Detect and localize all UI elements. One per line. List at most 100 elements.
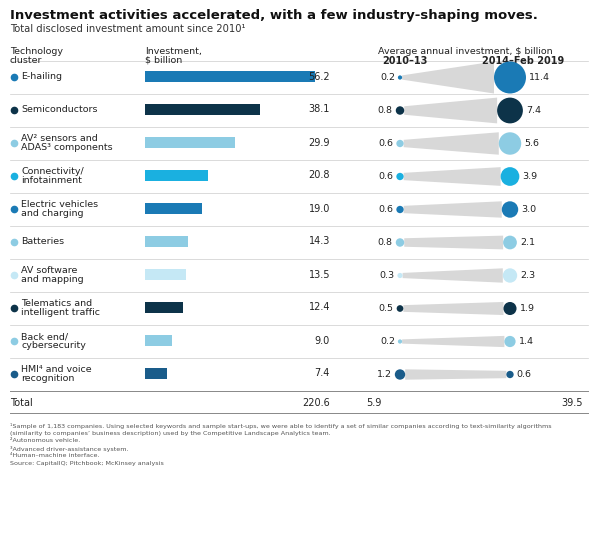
Circle shape [396,173,403,180]
Text: cluster: cluster [10,56,42,65]
Polygon shape [405,369,507,379]
Text: 38.1: 38.1 [309,105,330,114]
Text: Investment activities accelerated, with a few industry-shaping moves.: Investment activities accelerated, with … [10,9,538,22]
Polygon shape [402,336,504,347]
Text: 2010–13: 2010–13 [382,56,427,66]
Text: 7.4: 7.4 [315,369,330,378]
Bar [145,137,235,148]
Circle shape [502,201,518,218]
Text: 13.5: 13.5 [309,270,330,280]
Text: ¹Sample of 1,183 companies. Using selected keywords and sample start-ups, we wer: ¹Sample of 1,183 companies. Using select… [10,423,552,429]
Bar [145,368,167,379]
Text: 9.0: 9.0 [315,335,330,345]
Text: 2014–Feb 2019: 2014–Feb 2019 [482,56,564,66]
Circle shape [504,336,516,347]
Circle shape [494,61,526,93]
Text: 2.3: 2.3 [520,271,535,280]
Circle shape [507,371,514,378]
Text: 0.3: 0.3 [379,271,395,280]
Text: 3.9: 3.9 [522,172,538,181]
Bar [145,104,260,115]
Text: 0.6: 0.6 [378,205,393,214]
Text: 220.6: 220.6 [302,398,330,408]
Text: Semiconductors: Semiconductors [21,105,98,114]
Text: Total: Total [10,398,33,408]
Text: 1.4: 1.4 [519,337,533,346]
Bar [145,269,186,280]
Polygon shape [402,61,494,93]
Text: 2.1: 2.1 [520,238,535,247]
Circle shape [499,132,522,155]
Text: 0.2: 0.2 [380,73,395,82]
Text: infotainment: infotainment [21,176,82,185]
Polygon shape [402,268,503,282]
Polygon shape [403,167,501,186]
Text: Electric vehicles: Electric vehicles [21,200,98,209]
Circle shape [501,167,519,186]
Text: 5.6: 5.6 [524,139,539,148]
Circle shape [396,106,404,115]
Text: ⁴Human–machine interface.: ⁴Human–machine interface. [10,453,100,458]
Polygon shape [403,132,499,155]
Text: cybersecurity: cybersecurity [21,341,86,350]
Text: 0.6: 0.6 [378,172,393,181]
Circle shape [398,75,402,80]
Text: 0.2: 0.2 [380,337,395,346]
Text: and charging: and charging [21,209,83,218]
Text: 14.3: 14.3 [309,237,330,246]
Circle shape [504,302,517,315]
Circle shape [398,340,402,344]
Text: AV² sensors and: AV² sensors and [21,134,98,143]
Circle shape [396,206,403,213]
Text: ³Advanced driver-assistance system.: ³Advanced driver-assistance system. [10,446,129,452]
Text: Telematics and: Telematics and [21,299,92,308]
Text: intelligent traffic: intelligent traffic [21,308,100,317]
Polygon shape [403,201,502,218]
Bar [145,335,172,346]
Text: 0.5: 0.5 [378,304,393,313]
Polygon shape [403,302,504,315]
Circle shape [395,369,405,379]
Circle shape [396,238,404,247]
Text: 1.9: 1.9 [520,304,535,313]
Bar [145,236,188,247]
Text: recognition: recognition [21,374,74,383]
Text: ²Autonomous vehicle.: ²Autonomous vehicle. [10,438,80,443]
Text: Source: CapitalIQ; Pitchbook; McKinsey analysis: Source: CapitalIQ; Pitchbook; McKinsey a… [10,460,164,466]
Text: Connectivity/: Connectivity/ [21,167,84,176]
Bar [145,302,182,313]
Text: 5.9: 5.9 [367,398,382,408]
Text: 0.6: 0.6 [517,370,532,379]
Text: $ billion: $ billion [145,56,182,65]
Text: Total disclosed investment amount since 2010¹: Total disclosed investment amount since … [10,24,246,34]
Text: AV software: AV software [21,266,77,275]
Circle shape [398,273,402,278]
Text: 19.0: 19.0 [309,204,330,213]
Bar [145,170,208,181]
Text: 0.8: 0.8 [378,106,393,115]
Text: and mapping: and mapping [21,275,83,284]
Text: 1.2: 1.2 [377,370,392,379]
Circle shape [503,268,517,282]
Bar [145,203,203,214]
Circle shape [497,98,523,123]
Text: 39.5: 39.5 [561,398,583,408]
Polygon shape [404,98,497,123]
Text: Back end/: Back end/ [21,332,68,341]
Text: E-hailing: E-hailing [21,72,62,81]
Text: 7.4: 7.4 [526,106,541,115]
Bar [145,71,315,82]
Text: Investment,: Investment, [145,47,202,56]
Text: 29.9: 29.9 [309,137,330,148]
Polygon shape [404,236,503,250]
Text: HMI⁴ and voice: HMI⁴ and voice [21,365,92,374]
Circle shape [503,236,517,250]
Text: 56.2: 56.2 [308,72,330,81]
Text: 11.4: 11.4 [529,73,550,82]
Circle shape [396,140,403,147]
Text: Technology: Technology [10,47,63,56]
Text: (similarity to companies’ business description) used by the Competitive Landscap: (similarity to companies’ business descr… [10,431,331,436]
Text: Average annual investment, $ billion: Average annual investment, $ billion [378,47,552,56]
Text: 20.8: 20.8 [309,170,330,181]
Text: Batteries: Batteries [21,237,64,246]
